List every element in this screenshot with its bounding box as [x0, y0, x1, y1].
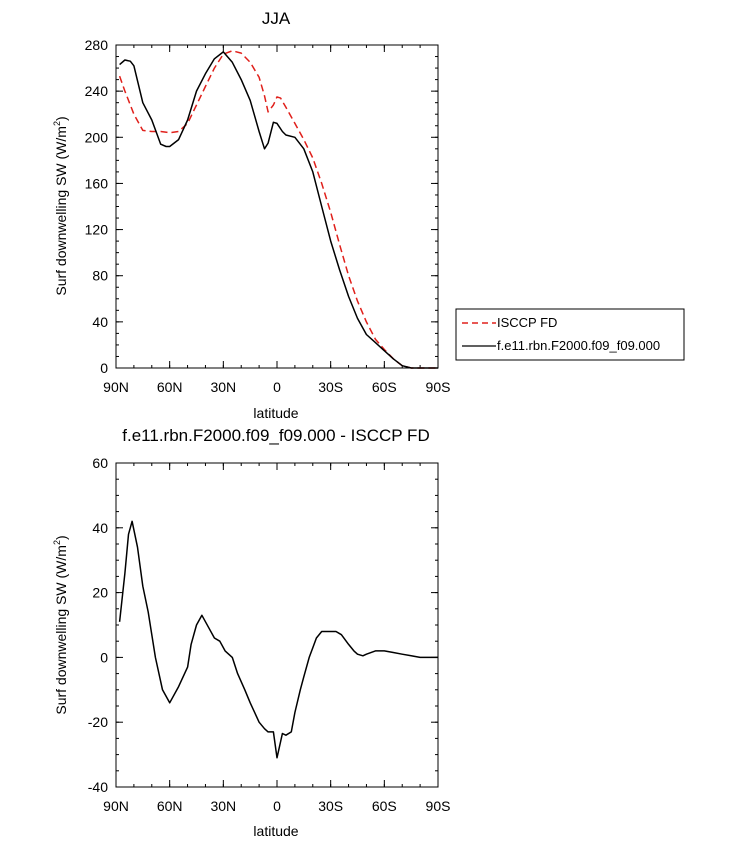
y-tick-label: 280: [85, 37, 109, 53]
bottom-chart-title: f.e11.rbn.F2000.f09_f09.000 - ISCCP FD: [122, 426, 429, 445]
y-tick-label: 60: [92, 455, 108, 471]
y-tick-label: 160: [85, 175, 109, 191]
legend-label-isccp: ISCCP FD: [497, 315, 557, 330]
bottom-series-lines: [118, 520, 438, 759]
y-tick-label: 240: [85, 83, 109, 99]
x-tick-label: 90N: [103, 798, 129, 814]
y-tick-label: 200: [85, 129, 109, 145]
x-tick-label: 30S: [318, 379, 343, 395]
x-tick-label: 0: [273, 798, 281, 814]
y-tick-label: 40: [92, 314, 108, 330]
chart-legend: ISCCP FD f.e11.rbn.F2000.f09_f09.000: [455, 308, 685, 361]
top-y-axis-label-main: Surf downwelling SW (W/m: [53, 126, 69, 296]
bottom-y-axis-label: Surf downwelling SW (W/m2): [52, 535, 69, 714]
x-tick-label: 60S: [372, 379, 397, 395]
y-tick-label: 40: [92, 520, 108, 536]
bottom-y-axis-label-main: Surf downwelling SW (W/m: [53, 545, 69, 715]
x-tick-label: 30N: [210, 798, 236, 814]
top-series-line-0: [118, 50, 438, 369]
top-chart-title: JJA: [262, 9, 291, 28]
bottom-axis-ticks: [115, 462, 439, 788]
x-tick-label: 90N: [103, 379, 129, 395]
x-tick-label: 90S: [426, 379, 451, 395]
y-tick-label: 120: [85, 222, 109, 238]
y-tick-label: 0: [100, 649, 108, 665]
top-series-lines: [118, 50, 438, 369]
top-chart-panel: JJA 0 40 80 120 160 200 240 280 90N 60N 30N 0 30S 60…: [52, 9, 450, 421]
x-tick-label: 90S: [426, 798, 451, 814]
top-y-tick-labels: 0 40 80 120 160 200 240 280: [85, 37, 109, 376]
x-tick-label: 60N: [157, 379, 183, 395]
x-tick-label: 0: [273, 379, 281, 395]
x-tick-label: 60S: [372, 798, 397, 814]
y-tick-label: 20: [92, 585, 108, 601]
top-y-axis-label-sup: 2: [52, 121, 62, 126]
top-series-line-1: [119, 51, 438, 369]
top-x-axis-label: latitude: [253, 405, 298, 421]
y-tick-label: 80: [92, 268, 108, 284]
bottom-y-axis-label-end: ): [53, 535, 69, 540]
y-tick-label: -40: [88, 779, 108, 795]
x-tick-label: 60N: [157, 798, 183, 814]
top-axis-ticks: [115, 44, 439, 369]
bottom-plot-frame: [115, 462, 439, 788]
bottom-x-axis-label: latitude: [253, 823, 298, 839]
top-y-axis-label-end: ): [53, 116, 69, 121]
x-tick-label: 30N: [210, 379, 236, 395]
x-tick-label: 30S: [318, 798, 343, 814]
legend-box: [455, 308, 685, 361]
bottom-chart-panel: f.e11.rbn.F2000.f09_f09.000 - ISCCP FD -…: [52, 426, 450, 839]
y-tick-label: 0: [100, 360, 108, 376]
legend-label-model: f.e11.rbn.F2000.f09_f09.000: [497, 338, 660, 353]
y-tick-label: -20: [88, 714, 108, 730]
bottom-series-line-0: [118, 520, 438, 759]
bottom-y-tick-labels: -40 -20 0 20 40 60: [88, 455, 108, 795]
top-plot-frame: [115, 44, 439, 369]
bottom-y-axis-label-sup: 2: [52, 540, 62, 545]
top-x-tick-labels: 90N 60N 30N 0 30S 60S 90S: [103, 379, 450, 395]
bottom-x-tick-labels: 90N 60N 30N 0 30S 60S 90S: [103, 798, 450, 814]
top-y-axis-label: Surf downwelling SW (W/m2): [52, 116, 69, 295]
